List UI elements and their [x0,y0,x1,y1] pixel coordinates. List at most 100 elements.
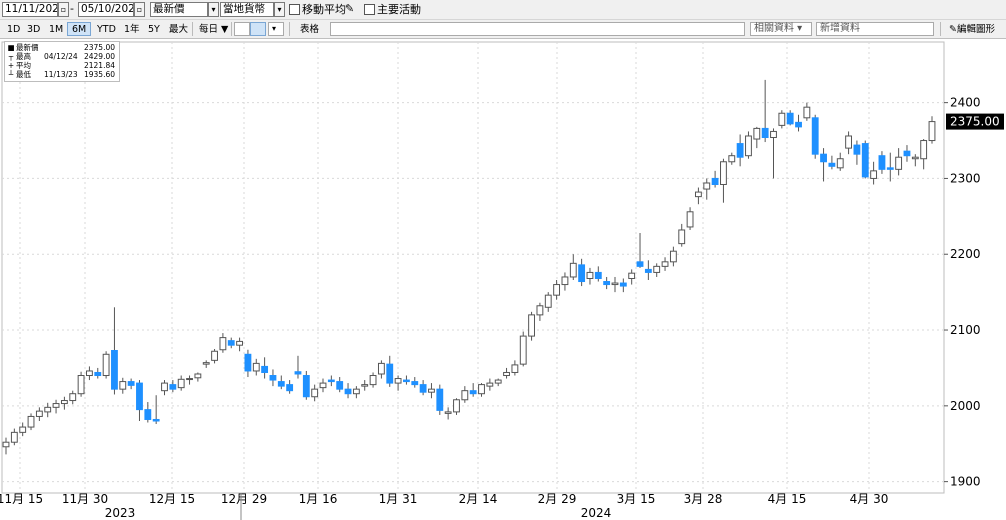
period-button-5[interactable]: 1年 [124,24,140,35]
candle-body [444,411,452,414]
candle-body [336,381,344,390]
candle-body [428,388,435,393]
candle-body [461,390,469,401]
candle-body [778,112,786,126]
price-field-select[interactable]: 最新價 [150,2,208,17]
chart-type-candle-button[interactable] [250,22,266,36]
period-button-6[interactable]: 5Y [148,24,160,35]
divider [231,22,232,36]
annotation-bar[interactable] [330,22,745,36]
legend-name: 最低 [16,70,31,79]
divider [289,22,290,36]
candle-body [69,393,77,402]
pencil-icon[interactable]: ✎ [345,2,355,15]
candle-body [219,337,227,351]
candle-body [361,384,369,387]
period-button-0[interactable]: 1D [7,24,21,35]
candle-body [344,388,352,395]
candle-body [694,191,702,198]
y-tick-label: 2200 [950,247,981,261]
chart-legend: ■ 最新價 2375.00 ┬ 最高 04/12/24 2429.00 + 平均… [4,41,120,82]
last-price-tag [946,113,1004,130]
start-date-input[interactable]: 11/11/2023 [2,2,58,17]
legend-value: 2375.00 [83,43,115,52]
x-tick-label: 2月 29 [538,492,577,506]
candle-body [895,156,903,170]
candle-body [853,144,861,155]
moving-average-checkbox[interactable] [289,4,300,15]
frequency-label: 每日 [199,24,219,35]
candle-body [202,362,210,365]
period-button-3[interactable]: 6M [67,22,92,36]
candle-body [920,140,928,160]
toolbar-top: 11/11/2023 ▫ - 05/10/2024 ▫ 最新價 ▾ 當地貨幣 ▾… [0,0,1006,20]
legend-square-icon: ■ [7,43,15,52]
candle-body [469,390,477,395]
candle-body [736,143,744,158]
add-data-input[interactable]: 新增資料 [816,22,934,36]
candle-body [661,261,669,267]
candle-body [252,362,260,372]
price-field-chevron-down-icon[interactable]: ▾ [208,2,219,17]
candle-body [127,381,135,386]
legend-value: 2121.84 [83,61,115,70]
candle-body [644,268,652,273]
edit-chart-button[interactable]: ✎編輯圖形 [944,22,1000,36]
start-date-calendar-icon[interactable]: ▫ [58,2,69,17]
period-button-7[interactable]: 最大 [169,24,189,35]
table-button[interactable]: 表格 [300,24,320,35]
candle-body [619,282,627,287]
candle-body [453,399,460,413]
candle-body [511,364,519,373]
candle-body [311,388,319,398]
candle-body [728,155,736,163]
candle-body [911,156,919,160]
related-data-select[interactable]: 相關資料 ▾ [750,22,812,36]
candle-body [352,388,360,395]
candle-body [2,441,10,448]
y-tick-label: 2100 [950,323,981,337]
candle-body [211,350,218,361]
candle-body [194,373,202,379]
related-data-label: 相關資料 [754,23,794,34]
candle-body [594,271,602,279]
candle-body [603,281,611,286]
period-button-1[interactable]: 3D [27,24,41,35]
price-chart[interactable]: 1900 2000 2100 2200 2300 2400 11月 15 11月 30 12月 … [0,38,1006,520]
end-date-input[interactable]: 05/10/2024 [78,2,134,17]
plot-area [1,41,945,494]
y-tick-label: 2300 [950,171,981,185]
candle-body [119,381,127,390]
currency-chevron-down-icon[interactable]: ▾ [274,2,285,17]
edit-chart-label: 編輯圖形 [956,24,995,35]
candle-body [319,382,327,389]
candle-body [486,382,494,387]
candle-body [720,161,727,186]
candle-body [277,381,285,387]
candle-body [177,378,185,389]
key-events-checkbox[interactable] [364,4,375,15]
legend-date: 11/13/23 [44,70,78,79]
candle-body [836,158,844,169]
candle-body [678,229,686,245]
date-range-dash: - [70,2,74,15]
x-tick-label: 2月 14 [459,492,498,506]
legend-average-marker-icon: + [7,61,15,70]
candle-body [811,117,819,155]
divider [192,22,193,36]
candle-body [745,135,752,157]
legend-row-average: + 平均 2121.84 [7,61,117,70]
chart-type-chevron-down-icon[interactable]: ▾ [268,22,284,36]
year-label: 2023 [105,506,136,520]
frequency-select[interactable]: 每日 ▼ [199,24,229,35]
candle-body [302,375,310,398]
chart-type-line-button[interactable] [234,22,250,36]
period-button-4[interactable]: YTD [97,24,116,35]
candle-body [77,375,85,395]
divider [940,22,941,36]
key-events-label: 主要活動 [377,3,421,16]
period-button-2[interactable]: 1M [49,24,64,35]
currency-select[interactable]: 當地貨幣 [220,2,274,17]
candle-body [878,155,886,170]
end-date-calendar-icon[interactable]: ▫ [134,2,145,17]
